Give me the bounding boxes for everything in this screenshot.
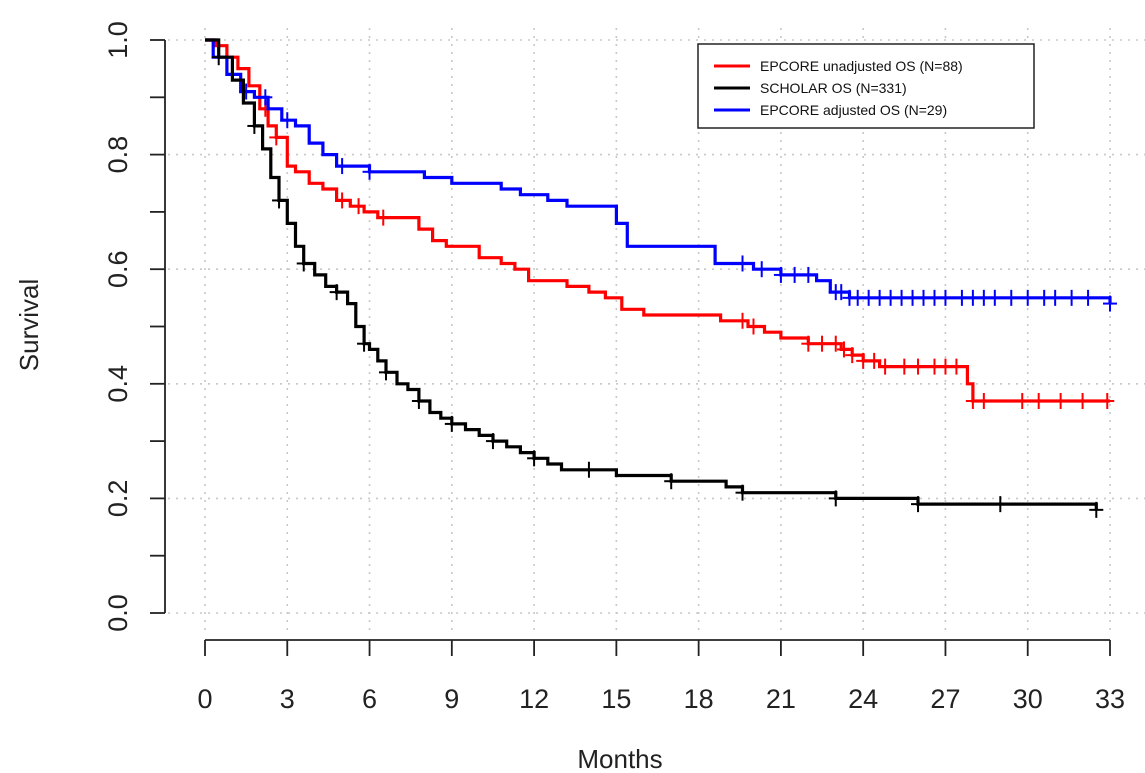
censor-mark xyxy=(735,312,750,329)
censor-mark xyxy=(828,490,843,507)
x-tick-label: 30 xyxy=(1013,684,1043,714)
censor-mark xyxy=(878,358,893,375)
y-tick-label: 1.0 xyxy=(103,21,133,59)
censor-mark xyxy=(949,358,964,375)
y-tick-label: 0.0 xyxy=(103,594,133,632)
x-tick-label: 21 xyxy=(766,684,796,714)
censor-mark xyxy=(1089,501,1104,518)
censor-mark xyxy=(1004,289,1019,306)
censor-mark xyxy=(362,163,377,180)
censor-mark xyxy=(335,192,350,209)
censor-mark xyxy=(485,433,500,450)
censor-mark xyxy=(1100,392,1115,409)
censor-mark xyxy=(239,83,254,100)
x-tick-label: 6 xyxy=(362,684,377,714)
legend-label: EPCORE adjusted OS (N=29) xyxy=(760,102,947,118)
censor-mark xyxy=(1075,392,1090,409)
censor-mark xyxy=(280,112,295,129)
censor-mark xyxy=(272,192,287,209)
censor-mark xyxy=(993,496,1008,513)
censor-mark xyxy=(527,450,542,467)
censor-mark xyxy=(735,255,750,272)
censor-mark xyxy=(357,335,372,352)
legend-box xyxy=(697,43,1035,129)
legend: EPCORE unadjusted OS (N=88) SCHOLAR OS (N… xyxy=(697,43,1035,129)
censor-mark xyxy=(845,347,860,364)
x-tick-label: 33 xyxy=(1095,684,1125,714)
censor-mark xyxy=(247,117,262,134)
censor-mark xyxy=(773,266,788,283)
censor-mark xyxy=(211,49,226,66)
censor-mark xyxy=(335,158,350,175)
axes: 0.0 0.2 0.4 0.6 0.8 1.0 0 3 6 9 12 15 18 21 24 27 30 33 xyxy=(103,21,1125,714)
x-axis-title: Months xyxy=(577,744,662,773)
y-tick-label: 0.8 xyxy=(103,136,133,174)
legend-label: EPCORE unadjusted OS (N=88) xyxy=(760,58,963,74)
legend-label: SCHOLAR OS (N=331) xyxy=(760,80,907,96)
y-tick-label: 0.6 xyxy=(103,250,133,288)
censor-mark xyxy=(444,415,459,432)
x-tick-label: 24 xyxy=(848,684,878,714)
censor-mark xyxy=(911,496,926,513)
grid-lines xyxy=(168,28,1145,630)
y-tick-label: 0.4 xyxy=(103,365,133,403)
censor-mark xyxy=(664,473,679,490)
censor-mark xyxy=(1048,289,1063,306)
x-tick-label: 3 xyxy=(280,684,295,714)
x-tick-label: 12 xyxy=(519,684,549,714)
censor-mark xyxy=(867,352,882,369)
x-tick-label: 9 xyxy=(444,684,459,714)
censor-mark xyxy=(269,129,284,146)
series-scholar-1 xyxy=(205,38,1104,518)
censor-mark xyxy=(376,209,391,226)
censor-mark xyxy=(834,284,849,301)
censor-mark xyxy=(801,266,816,283)
y-axis-title: Survival xyxy=(14,279,44,371)
censor-mark xyxy=(801,335,816,352)
censor-mark xyxy=(815,335,830,352)
censor-mark xyxy=(296,255,311,272)
censor-mark xyxy=(976,392,991,409)
censor-mark xyxy=(1081,289,1096,306)
censor-mark xyxy=(1064,289,1079,306)
censor-mark xyxy=(987,289,1002,306)
censor-mark xyxy=(1020,289,1035,306)
x-tick-label: 0 xyxy=(197,684,212,714)
censor-mark xyxy=(329,284,344,301)
censor-mark xyxy=(746,318,761,335)
plot-series xyxy=(205,38,1117,518)
censor-mark xyxy=(1103,295,1117,312)
censor-mark xyxy=(897,358,912,375)
censor-mark xyxy=(258,89,273,106)
censor-mark xyxy=(351,198,366,215)
censor-mark xyxy=(836,341,851,358)
censor-mark xyxy=(787,266,802,283)
censor-mark xyxy=(581,461,596,478)
censor-mark xyxy=(1031,392,1046,409)
series-epcore-0 xyxy=(205,38,1115,409)
censor-mark xyxy=(828,335,843,352)
x-tick-label: 18 xyxy=(684,684,714,714)
x-tick-label: 27 xyxy=(930,684,960,714)
series-epcore-2 xyxy=(205,38,1117,312)
censor-mark xyxy=(938,289,953,306)
censor-mark xyxy=(379,364,393,381)
censor-mark xyxy=(754,261,769,278)
y-tick-label: 0.2 xyxy=(103,480,133,518)
censor-mark xyxy=(1053,392,1068,409)
x-tick-label: 15 xyxy=(601,684,631,714)
censor-mark xyxy=(1015,392,1030,409)
censor-mark xyxy=(735,484,750,501)
censor-mark xyxy=(911,358,926,375)
censor-mark xyxy=(411,392,426,409)
